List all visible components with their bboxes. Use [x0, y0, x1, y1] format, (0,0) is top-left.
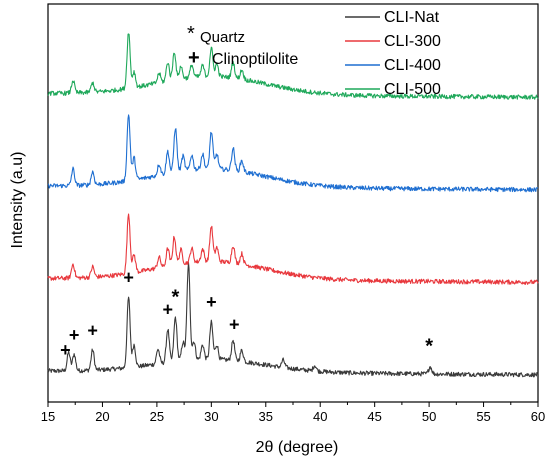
x-tick-label: 40 — [313, 409, 327, 424]
x-tick-label: 60 — [531, 409, 545, 424]
y-axis-title: Intensity (a.u) — [9, 152, 26, 249]
x-tick-label: 50 — [422, 409, 436, 424]
clinoptilolite-peak-marker: + — [87, 321, 98, 341]
x-tick-label: 35 — [259, 409, 273, 424]
series-line-cli-400 — [47, 114, 539, 193]
clinoptilolite-symbol: + — [188, 47, 200, 69]
phase-key: * Quartz + Clinoptilolite — [187, 23, 298, 69]
quartz-label: Quartz — [200, 29, 245, 46]
x-tick-label: 45 — [367, 409, 381, 424]
x-tick-label: 30 — [204, 409, 218, 424]
series-layer — [47, 33, 539, 378]
series-line-cli-nat — [47, 261, 539, 378]
quartz-peak-marker: * — [172, 286, 180, 308]
legend: CLI-Nat CLI-300 CLI-400 CLI-500 — [345, 9, 441, 98]
x-tick-label: 55 — [476, 409, 490, 424]
x-tick-label: 15 — [41, 409, 55, 424]
series-line-cli-500 — [47, 33, 539, 100]
clinoptilolite-peak-marker: + — [123, 268, 134, 288]
legend-label-cli-400: CLI-400 — [384, 57, 441, 74]
clinoptilolite-peak-marker: + — [163, 299, 174, 319]
quartz-symbol: * — [187, 23, 195, 45]
x-axis-title: 2θ (degree) — [256, 439, 339, 456]
quartz-peak-marker: * — [425, 335, 433, 357]
clinoptilolite-peak-marker: + — [69, 325, 80, 345]
legend-label-cli-500: CLI-500 — [384, 81, 441, 98]
clinoptilolite-peak-marker: + — [60, 340, 71, 360]
x-tick-label: 25 — [150, 409, 164, 424]
series-line-cli-300 — [47, 213, 539, 285]
clinoptilolite-label: Clinoptilolite — [212, 51, 298, 68]
peak-markers: ++ +++* ++* — [60, 268, 433, 360]
clinoptilolite-peak-marker: + — [206, 292, 217, 312]
legend-label-cli-nat: CLI-Nat — [384, 9, 440, 26]
x-axis-ticks: 15 20 25 30 35 40 45 50 55 60 — [41, 402, 545, 424]
x-tick-label: 20 — [95, 409, 109, 424]
clinoptilolite-peak-marker: + — [229, 314, 240, 334]
legend-label-cli-300: CLI-300 — [384, 33, 441, 50]
